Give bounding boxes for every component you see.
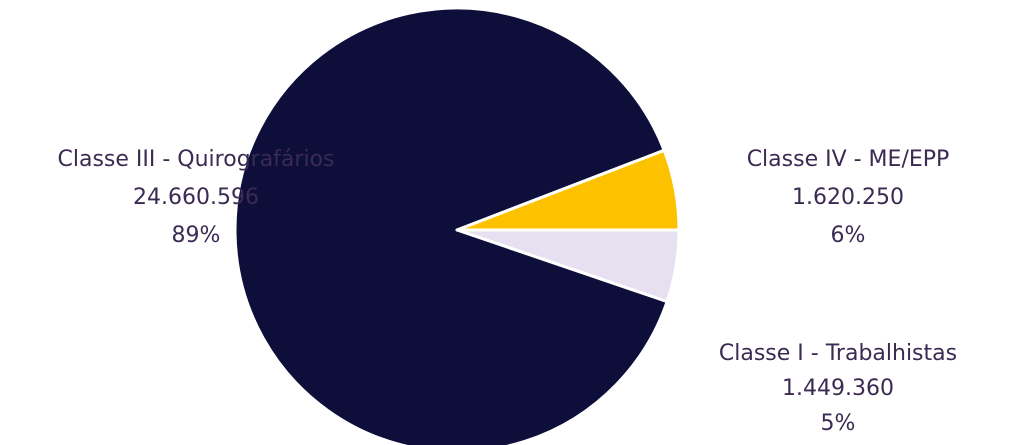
slice-percent-label: 6% xyxy=(831,223,866,248)
slice-name-label: Classe I - Trabalhistas xyxy=(719,341,957,366)
slice-name-label: Classe III - Quirografários xyxy=(58,147,335,172)
slice-percent-label: 89% xyxy=(172,223,221,248)
slice-name-label: Classe IV - ME/EPP xyxy=(747,147,950,172)
label-classe-iii: Classe III - Quirografários 24.660.596 8… xyxy=(58,147,335,248)
label-classe-iv: Classe IV - ME/EPP 1.620.250 6% xyxy=(747,147,950,248)
pie-slices xyxy=(233,6,681,445)
pie-slice-classe-iii-quirograf-rios xyxy=(233,6,669,445)
slice-percent-label: 5% xyxy=(821,411,856,436)
slice-value-label: 1.449.360 xyxy=(782,376,894,401)
slice-value-label: 1.620.250 xyxy=(792,185,904,210)
pie-slice-classe-iv-me-epp xyxy=(455,148,681,232)
slice-value-label: 24.660.596 xyxy=(133,185,259,210)
label-classe-i: Classe I - Trabalhistas 1.449.360 5% xyxy=(719,341,957,436)
